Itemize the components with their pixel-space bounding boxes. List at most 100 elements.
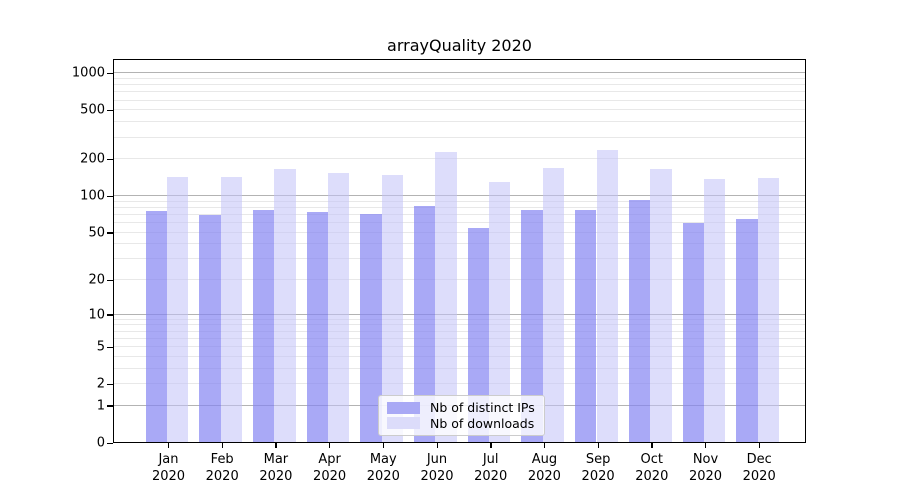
x-tick-mark bbox=[651, 443, 653, 448]
x-tick-mark bbox=[329, 443, 331, 448]
y-tick-mark bbox=[107, 405, 113, 407]
legend-label-downloads: Nb of downloads bbox=[430, 415, 535, 431]
bar-distinct-ips-dec bbox=[736, 218, 758, 442]
gridline-minor bbox=[114, 136, 805, 138]
y-tick-label: 20 bbox=[88, 272, 105, 288]
x-tick-mark bbox=[543, 443, 546, 448]
gridline-minor bbox=[114, 355, 805, 357]
gridline-minor bbox=[114, 243, 805, 245]
y-tick-label: 5 bbox=[96, 339, 105, 355]
x-tick-label-dec: Dec 2020 bbox=[742, 452, 776, 484]
gridline-minor bbox=[114, 318, 805, 320]
gridline-minor bbox=[114, 337, 805, 339]
y-tick-label: 50 bbox=[88, 225, 105, 241]
x-tick-label-feb: Feb 2020 bbox=[205, 452, 239, 484]
gridline-minor bbox=[114, 213, 805, 215]
x-tick-mark bbox=[597, 443, 599, 448]
x-tick-mark bbox=[758, 443, 761, 448]
gridline-minor bbox=[114, 200, 805, 202]
y-tick-mark bbox=[107, 346, 113, 349]
bar-distinct-ips-jun bbox=[414, 206, 436, 442]
bar-downloads-jan bbox=[166, 176, 189, 442]
x-tick-label-mar: Mar 2020 bbox=[259, 452, 293, 484]
gridline-minor bbox=[114, 84, 805, 86]
bar-downloads-mar bbox=[274, 168, 296, 442]
bar-downloads-aug bbox=[542, 167, 565, 442]
legend-swatch-downloads bbox=[387, 417, 420, 430]
bar-downloads-may bbox=[381, 175, 404, 442]
gridline-major bbox=[114, 313, 805, 315]
gridline-minor bbox=[114, 279, 805, 281]
bar-distinct-ips-aug bbox=[521, 210, 543, 442]
y-tick-mark bbox=[107, 195, 113, 197]
gridline-minor bbox=[114, 121, 805, 123]
gridline-minor bbox=[114, 258, 805, 260]
bar-distinct-ips-may bbox=[360, 213, 382, 442]
bar-distinct-ips-apr bbox=[306, 212, 328, 442]
bar-downloads-oct bbox=[650, 168, 672, 442]
gridline-minor bbox=[114, 231, 805, 233]
gridline-major bbox=[114, 195, 805, 197]
x-tick-label-jun: Jun 2020 bbox=[420, 452, 454, 484]
bar-distinct-ips-sep bbox=[575, 209, 597, 442]
gridline-minor bbox=[114, 99, 805, 101]
gridline-minor bbox=[114, 77, 805, 79]
y-tick-mark bbox=[107, 442, 113, 444]
x-tick-label-apr: Apr 2020 bbox=[313, 452, 347, 484]
x-tick-label-jan: Jan 2020 bbox=[151, 452, 186, 484]
x-tick-label-oct: Oct 2020 bbox=[635, 452, 669, 484]
chart-title: arrayQuality 2020 bbox=[387, 36, 532, 55]
gridline-minor bbox=[114, 367, 805, 369]
bar-downloads-jun bbox=[435, 152, 457, 442]
legend-swatch-distinct-ips bbox=[387, 401, 420, 414]
gridline-major bbox=[114, 72, 805, 74]
bar-downloads-feb bbox=[220, 176, 242, 442]
bar-distinct-ips-jan bbox=[145, 211, 167, 442]
x-tick-label-sep: Sep 2020 bbox=[581, 452, 615, 484]
gridline-minor bbox=[114, 346, 805, 348]
legend-label-distinct-ips: Nb of distinct IPs bbox=[430, 400, 535, 416]
y-tick-mark bbox=[107, 158, 113, 161]
bar-downloads-apr bbox=[328, 172, 350, 442]
x-tick-label-aug: Aug 2020 bbox=[527, 452, 561, 484]
x-tick-label-nov: Nov 2020 bbox=[688, 452, 723, 484]
y-tick-mark bbox=[107, 383, 113, 386]
bar-downloads-dec bbox=[757, 178, 779, 442]
y-tick-label: 2 bbox=[96, 376, 105, 392]
x-tick-mark bbox=[168, 443, 170, 448]
x-tick-mark bbox=[705, 443, 707, 448]
x-tick-mark bbox=[382, 443, 385, 448]
x-tick-mark bbox=[436, 443, 438, 448]
gridline-minor bbox=[114, 206, 805, 208]
y-tick-mark bbox=[107, 72, 113, 75]
x-tick-mark bbox=[490, 443, 492, 448]
gridline-minor bbox=[114, 324, 805, 326]
y-tick-label: 1000 bbox=[71, 65, 105, 81]
y-tick-mark bbox=[107, 314, 113, 316]
gridline-minor bbox=[114, 222, 805, 224]
y-tick-label: 500 bbox=[80, 102, 105, 118]
y-tick-label: 1 bbox=[96, 398, 105, 414]
x-tick-label-may: May 2020 bbox=[366, 452, 400, 484]
y-tick-label: 100 bbox=[80, 188, 105, 204]
legend-item-distinct-ips: Nb of distinct IPs bbox=[387, 400, 536, 415]
legend: Nb of distinct IPs Nb of downloads bbox=[378, 395, 545, 436]
gridline-minor bbox=[114, 383, 805, 385]
bar-downloads-jul bbox=[489, 182, 511, 442]
gridline-minor bbox=[114, 91, 805, 93]
y-tick-mark bbox=[107, 279, 113, 281]
bar-distinct-ips-feb bbox=[199, 214, 221, 442]
bar-distinct-ips-mar bbox=[252, 210, 275, 442]
y-tick-label: 200 bbox=[80, 151, 105, 167]
plot-area bbox=[113, 59, 806, 443]
gridline-minor bbox=[114, 109, 805, 111]
gridline-minor bbox=[114, 158, 805, 160]
y-tick-label: 0 bbox=[96, 435, 105, 451]
bar-downloads-nov bbox=[703, 179, 726, 442]
bar-distinct-ips-jul bbox=[467, 227, 490, 442]
y-tick-label: 10 bbox=[88, 307, 105, 323]
x-tick-mark bbox=[221, 443, 224, 448]
gridline-minor bbox=[114, 330, 805, 332]
bar-distinct-ips-nov bbox=[682, 222, 704, 442]
